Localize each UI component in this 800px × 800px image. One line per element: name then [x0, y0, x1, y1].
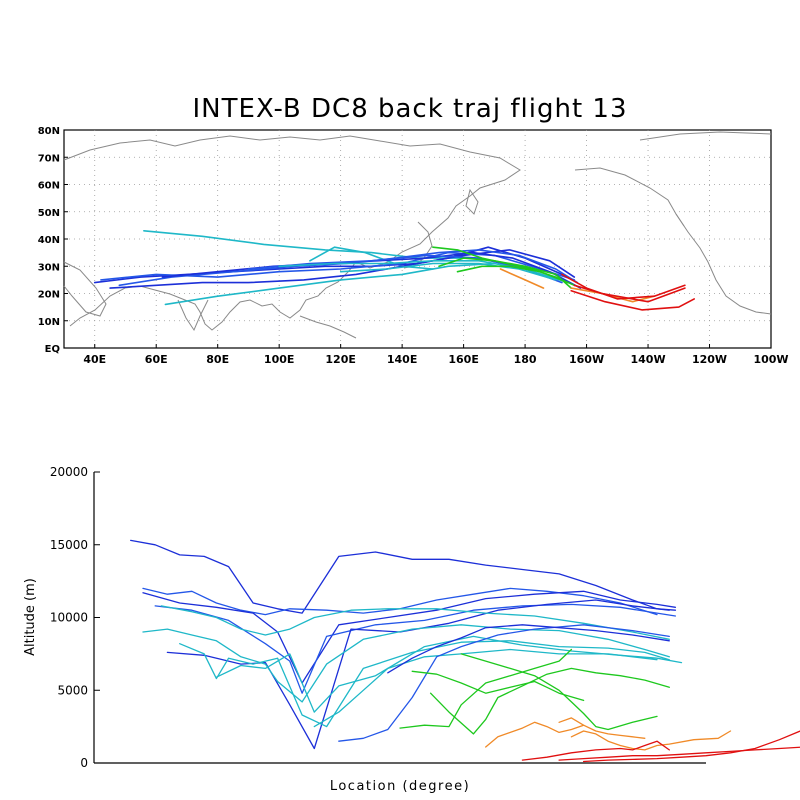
map-y-tick-label: 60N: [38, 181, 60, 192]
map-x-tick-label: 60E: [145, 353, 168, 366]
map-x-tick-label: 140E: [387, 353, 417, 366]
coastline-arabia: [63, 261, 107, 317]
altitude-y-ticks: 0 5000 10000 15000 20000: [50, 465, 100, 770]
map-y-tick-label: 10N: [38, 317, 60, 328]
altitude-y-tick-label: 15000: [50, 538, 88, 552]
altitude-y-label: Altitude (m): [23, 578, 38, 656]
map-trajectory-traj-16: [570, 287, 656, 303]
altitude-profile-prof-18: [558, 717, 646, 739]
map-y-tick-labels: EQ 10N 20N 30N 40N 50N 60N 70N 80N: [38, 126, 60, 355]
altitude-chart: 0 5000 10000 15000 20000 Altitude (m) Locati…: [23, 465, 800, 794]
coastline-north-america: [639, 131, 772, 315]
map-trajectory-traj-18: [570, 289, 696, 311]
map-title: INTEX-B DC8 back traj flight 13: [193, 94, 628, 124]
map-y-tick-label: 80N: [38, 126, 60, 137]
coastline-kamchatka: [465, 188, 479, 215]
altitude-y-tick-label: 10000: [50, 611, 88, 625]
altitude-profile-prof-8: [179, 640, 670, 728]
map-x-tick-label: 120E: [325, 353, 355, 366]
map-x-tick-label: 160W: [569, 353, 604, 366]
altitude-profile-prof-11: [338, 624, 670, 742]
altitude-profile-prof-16: [460, 653, 658, 731]
altitude-profile-prof-4: [154, 603, 677, 694]
altitude-profiles: [130, 539, 800, 763]
altitude-x-label: Location (degree): [330, 779, 470, 794]
map-y-tick-label: 20N: [38, 290, 60, 301]
coastline-indonesia: [299, 315, 357, 339]
map-y-tick-label: EQ: [45, 344, 60, 355]
map-trajectory-traj-15: [499, 268, 545, 289]
altitude-profile-prof-1: [130, 539, 677, 614]
map-x-tick-label: 100W: [753, 353, 788, 366]
map-y-tick-label: 50N: [38, 208, 60, 219]
coastline-india: [177, 299, 209, 332]
altitude-y-tick-label: 5000: [57, 683, 88, 697]
map-trajectory-traj-17: [561, 273, 686, 300]
map-x-tick-labels: 40E 60E 80E 100E 120E 140E 160E 180 160W 140W 120W…: [83, 353, 788, 366]
altitude-profile-prof-7: [142, 624, 670, 703]
map-x-tick-label: 80E: [206, 353, 229, 366]
map-trajectory-traj-11: [339, 262, 557, 281]
altitude-profile-prof-20: [521, 740, 670, 761]
altitude-y-tick-label: 20000: [50, 465, 88, 479]
map-trajectory-traj-2: [164, 262, 496, 306]
map-x-tick-label: 140W: [630, 353, 665, 366]
altitude-profile-prof-21: [558, 746, 800, 761]
altitude-profile-prof-22: [582, 730, 800, 763]
altitude-profile-prof-14: [411, 670, 585, 702]
map-x-tick-label: 120W: [692, 353, 727, 366]
map-x-tick-label: 100E: [264, 353, 294, 366]
map-trajectories: [93, 230, 696, 311]
map-x-tick-label: 160E: [448, 353, 478, 366]
map-x-tick-label: 180: [514, 353, 537, 366]
altitude-profile-prof-17: [485, 721, 585, 748]
trajectory-map: 40E 60E 80E 100E 120E 140E 160E 180 160W 140W 120W…: [38, 126, 789, 366]
map-trajectory-traj-14: [456, 265, 569, 284]
altitude-profile-prof-6: [160, 605, 670, 640]
altitude-y-tick-label: 0: [80, 756, 88, 770]
map-grid: [64, 129, 772, 349]
altitude-profile-prof-10: [313, 648, 658, 728]
map-x-tick-label: 40E: [83, 353, 106, 366]
map-trajectory-traj-13: [438, 257, 573, 289]
map-trajectory-traj-3: [309, 246, 434, 270]
map-frame: [63, 129, 772, 349]
altitude-profile-prof-19: [570, 730, 732, 751]
map-y-tick-label: 70N: [38, 153, 60, 164]
map-y-tick-label: 30N: [38, 262, 60, 273]
map-trajectory-traj-19: [573, 284, 686, 303]
altitude-profile-prof-15: [429, 667, 670, 735]
map-trajectory-traj-8: [161, 251, 582, 289]
altitude-profile-prof-12: [387, 624, 670, 674]
altitude-profile-prof-3: [142, 590, 677, 684]
altitude-profile-prof-5: [166, 599, 670, 750]
map-trajectory-traj-6: [109, 246, 563, 289]
altitude-profile-prof-13: [399, 648, 573, 729]
map-y-tick-label: 40N: [38, 235, 60, 246]
